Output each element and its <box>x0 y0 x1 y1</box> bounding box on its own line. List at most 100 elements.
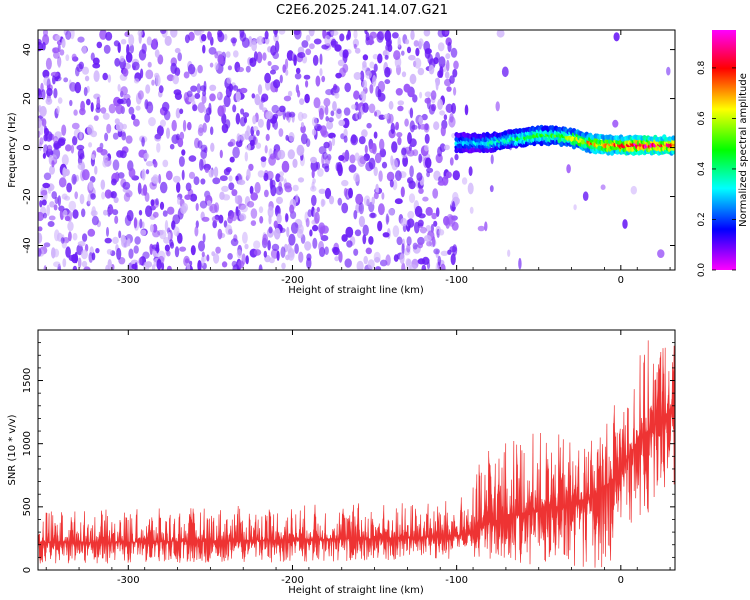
heatmap-noise-cell <box>417 242 424 249</box>
heatmap-noise-cell <box>122 123 127 130</box>
heatmap-noise-cell <box>320 235 329 242</box>
heatmap-noise-cell <box>263 250 267 258</box>
heatmap-noise-cell <box>112 236 119 245</box>
heatmap-noise-cell <box>397 105 404 112</box>
heatmap-noise-cell <box>359 156 367 165</box>
heatmap-noise-cell <box>52 47 60 54</box>
heatmap-noise-cell <box>150 199 155 207</box>
heatmap-noise-cell <box>234 194 239 204</box>
heatmap-noise-cell <box>190 245 196 256</box>
heatmap-noise-cell <box>275 205 280 213</box>
heatmap-noise-cell <box>221 185 229 192</box>
heatmap-noise-cell <box>284 58 289 70</box>
heatmap-noise-cell <box>386 171 395 182</box>
heatmap-noise-cell <box>95 248 100 254</box>
heatmap-noise-cell <box>155 198 159 206</box>
heatmap-noise-cell <box>52 75 56 85</box>
heatmap-noise-cell <box>104 132 109 142</box>
heatmap-noise-cell <box>193 176 200 186</box>
heatmap-noise-cell <box>271 64 279 71</box>
heatmap-noise-cell <box>114 57 121 67</box>
heatmap-noise-cell <box>401 147 407 156</box>
heatmap-noise-cell <box>321 225 329 234</box>
heatmap-signal-cell <box>671 135 675 141</box>
heatmap-noise-cell <box>138 257 143 266</box>
spectrogram-y-ticks: -40 -20 0 20 40 <box>22 43 675 254</box>
heatmap-noise-cell <box>277 149 286 160</box>
heatmap-noise-cell <box>43 134 48 142</box>
heatmap-noise-cell <box>316 206 320 213</box>
heatmap-noise-cell <box>267 206 274 218</box>
heatmap-noise-cell <box>312 54 319 66</box>
heatmap-noise-cell <box>152 174 159 185</box>
heatmap-noise-cell <box>236 133 241 142</box>
heatmap-noise-cell <box>322 30 327 39</box>
heatmap-noise-cell <box>120 38 127 45</box>
heatmap-noise-cell <box>200 30 205 34</box>
heatmap-noise-cell <box>209 93 216 102</box>
heatmap-noise-cell <box>96 41 103 49</box>
heatmap-noise-cell <box>155 74 161 87</box>
heatmap-noise-cell <box>342 63 349 73</box>
heatmap-noise-cell <box>101 191 106 200</box>
heatmap-noise-cell <box>381 192 385 200</box>
heatmap-noise-cell <box>120 234 126 244</box>
heatmap-noise-cell <box>425 206 433 216</box>
heatmap-noise-cell <box>401 50 405 56</box>
heatmap-noise-cell <box>64 215 71 222</box>
heatmap-noise-cell <box>421 113 428 121</box>
heatmap-noise-cell <box>299 98 305 105</box>
heatmap-noise-cell <box>145 160 154 167</box>
heatmap-noise-cell <box>90 52 95 61</box>
heatmap-noise-cell <box>317 168 324 177</box>
heatmap-noise-cell <box>417 67 425 76</box>
heatmap-noise-cell <box>449 75 455 84</box>
heatmap-noise-cell <box>114 118 120 125</box>
heatmap-noise-cell <box>68 254 77 262</box>
heatmap-noise-cell <box>81 45 87 55</box>
heatmap-noise-cell <box>413 40 419 47</box>
heatmap-noise-cell <box>38 117 42 129</box>
heatmap-noise-cell <box>197 64 203 74</box>
heatmap-noise-cell <box>409 73 417 85</box>
heatmap-noise-cell <box>388 113 394 124</box>
heatmap-noise-cell <box>437 146 443 157</box>
heatmap-noise-cell <box>305 48 312 56</box>
heatmap-noise-cell <box>275 186 284 196</box>
heatmap-noise-cell <box>46 204 50 216</box>
heatmap-signal-cell <box>671 145 675 151</box>
heatmap-noise-cell <box>65 54 70 62</box>
heatmap-noise-cell <box>407 218 415 228</box>
heatmap-noise-cell <box>156 125 164 137</box>
heatmap-noise-cell <box>405 39 410 45</box>
heatmap-noise-cell <box>154 133 162 140</box>
heatmap-noise-cell <box>306 257 312 269</box>
heatmap-noise-cell <box>172 214 181 225</box>
heatmap-noise-cell <box>373 251 381 263</box>
heatmap-noise-cell <box>41 118 47 127</box>
heatmap-noise-cell <box>245 65 251 73</box>
heatmap-noise-cell <box>362 234 367 245</box>
heatmap-noise-cell <box>134 236 141 245</box>
heatmap-noise-cell <box>437 255 442 266</box>
heatmap-noise-cell <box>297 89 301 98</box>
heatmap-noise-cell <box>450 47 458 58</box>
heatmap-noise-cell <box>146 101 154 114</box>
heatmap-noise-cell <box>388 100 394 110</box>
heatmap-noise-cell <box>122 181 131 190</box>
heatmap-noise-cell <box>108 103 116 114</box>
heatmap-noise-cell <box>388 208 395 216</box>
heatmap-noise-cell <box>210 126 214 135</box>
heatmap-noise-cell <box>42 69 50 79</box>
heatmap-noise-cell <box>310 156 317 164</box>
heatmap-noise-cell <box>178 156 185 167</box>
heatmap-noise-cell <box>159 181 168 194</box>
heatmap-noise-cell <box>292 158 298 168</box>
heatmap-noise-cell <box>283 95 292 102</box>
heatmap-noise-cell <box>566 164 571 174</box>
heatmap-noise-cell <box>255 142 262 149</box>
heatmap-noise-cell <box>251 41 257 52</box>
heatmap-noise-cell <box>166 250 171 257</box>
heatmap-noise-cell <box>437 180 446 186</box>
heatmap-noise-cell <box>324 35 331 46</box>
